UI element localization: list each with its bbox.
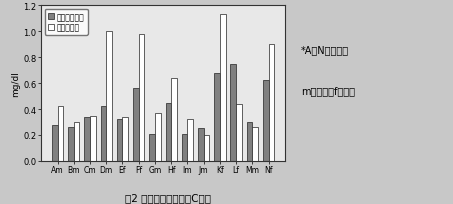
- Bar: [247, 122, 252, 161]
- Text: *A～N：被検者: *A～N：被検者: [301, 45, 349, 55]
- Bar: [220, 15, 226, 161]
- Text: 囲2 血液中のビタミンC含量: 囲2 血液中のビタミンC含量: [125, 192, 211, 202]
- Bar: [139, 34, 145, 161]
- Bar: [214, 73, 220, 161]
- Bar: [236, 104, 242, 161]
- Legend: リンゴ摂取前, リンゴ摂取: リンゴ摂取前, リンゴ摂取: [44, 10, 87, 35]
- Bar: [231, 64, 236, 161]
- Bar: [84, 117, 90, 161]
- Bar: [263, 81, 269, 161]
- Bar: [204, 135, 209, 161]
- Bar: [171, 79, 177, 161]
- Bar: [106, 32, 112, 161]
- Bar: [269, 45, 274, 161]
- Bar: [74, 122, 79, 161]
- Bar: [68, 128, 74, 161]
- Y-axis label: mg/dl: mg/dl: [12, 71, 20, 96]
- Bar: [58, 107, 63, 161]
- Bar: [182, 134, 188, 161]
- Bar: [149, 134, 155, 161]
- Bar: [52, 125, 58, 161]
- Bar: [155, 113, 161, 161]
- Bar: [90, 116, 96, 161]
- Bar: [117, 120, 122, 161]
- Bar: [133, 89, 139, 161]
- Bar: [252, 128, 258, 161]
- Bar: [122, 117, 128, 161]
- Bar: [198, 129, 204, 161]
- Bar: [188, 120, 193, 161]
- Bar: [165, 103, 171, 161]
- Text: m：男性，f：女性: m：男性，f：女性: [301, 86, 355, 96]
- Bar: [101, 107, 106, 161]
